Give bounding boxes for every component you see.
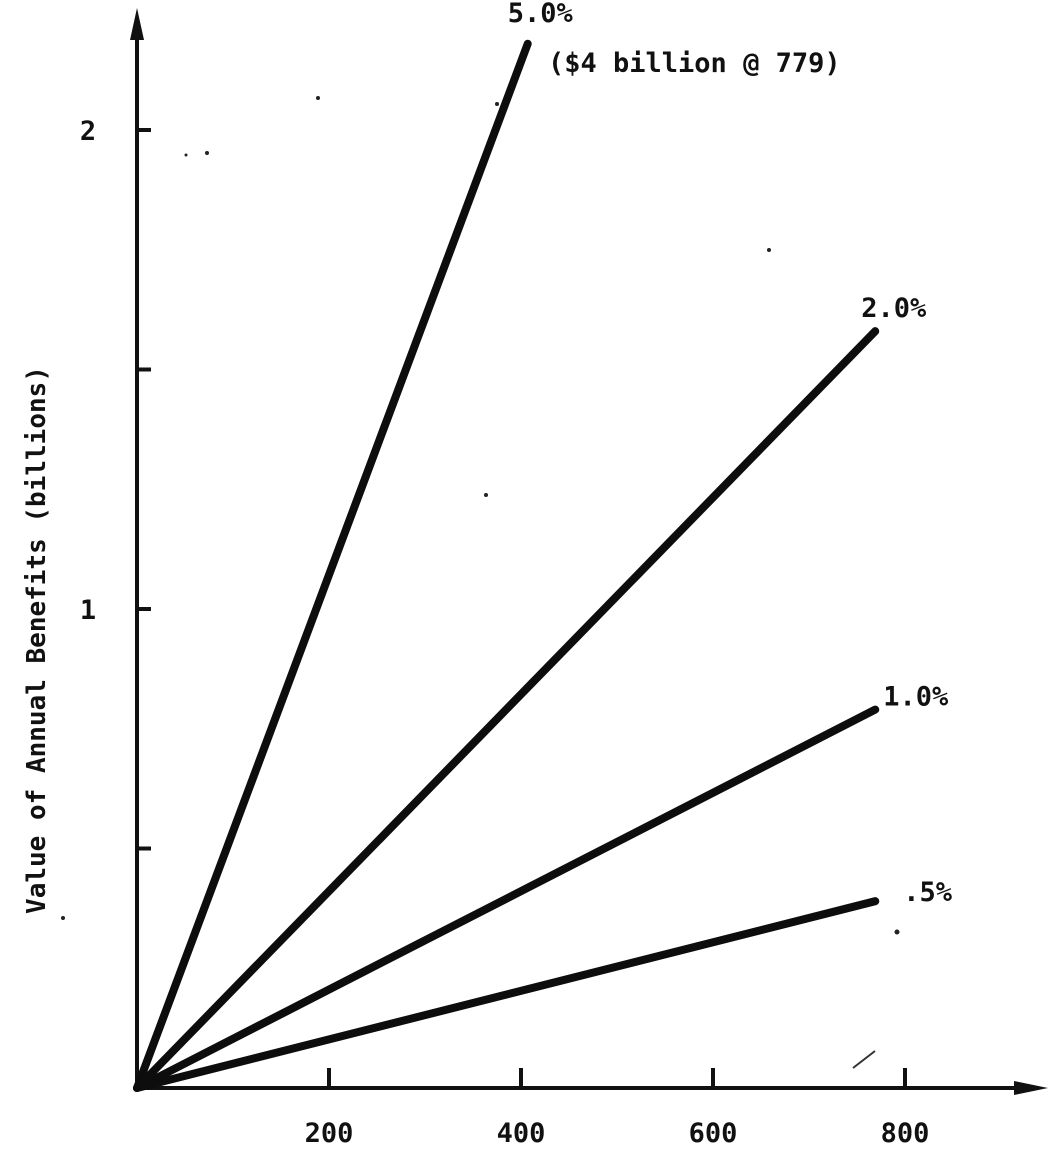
axis-ticks: 200 400 600 800 1 2	[80, 116, 930, 1149]
series-line	[133, 705, 880, 1092]
series-labels: 5.0% 2.0% 1.0% .5%	[508, 0, 953, 908]
scan-speck	[767, 248, 771, 252]
x-tick-label: 400	[497, 1118, 546, 1149]
series-line	[133, 39, 532, 1092]
y-axis-label: Value of Annual Benefits (billions)	[22, 366, 52, 914]
series-line	[133, 897, 880, 1092]
series-label: .5%	[903, 877, 953, 908]
series-label: 2.0%	[861, 293, 927, 324]
scan-speck	[61, 916, 65, 920]
x-tick-label: 200	[305, 1118, 354, 1149]
x-tick-label: 800	[881, 1118, 930, 1149]
scan-speck	[184, 153, 188, 157]
y-axis-arrowhead	[130, 8, 144, 40]
plot-area: 200 400 600 800 1 2 5.0% 2.0% 1.0% .5% Value of …	[22, 0, 1048, 1149]
x-axis-arrowhead	[1014, 1081, 1048, 1095]
series-line	[133, 327, 880, 1092]
series-label: 1.0%	[883, 682, 949, 713]
scan-speck	[495, 102, 499, 106]
x-tick-label: 600	[689, 1118, 738, 1149]
y-tick-label: 1	[80, 595, 96, 626]
series-label: 5.0%	[508, 0, 574, 29]
scan-speck	[205, 151, 209, 155]
series-annotation: ($4 billion @ 779)	[548, 48, 841, 79]
y-tick-label: 2	[80, 116, 96, 147]
scan-speck	[484, 493, 488, 497]
scan-speck	[316, 96, 320, 100]
scan-mark	[852, 1050, 876, 1069]
scan-speck	[894, 929, 900, 935]
series-group	[133, 39, 880, 1092]
